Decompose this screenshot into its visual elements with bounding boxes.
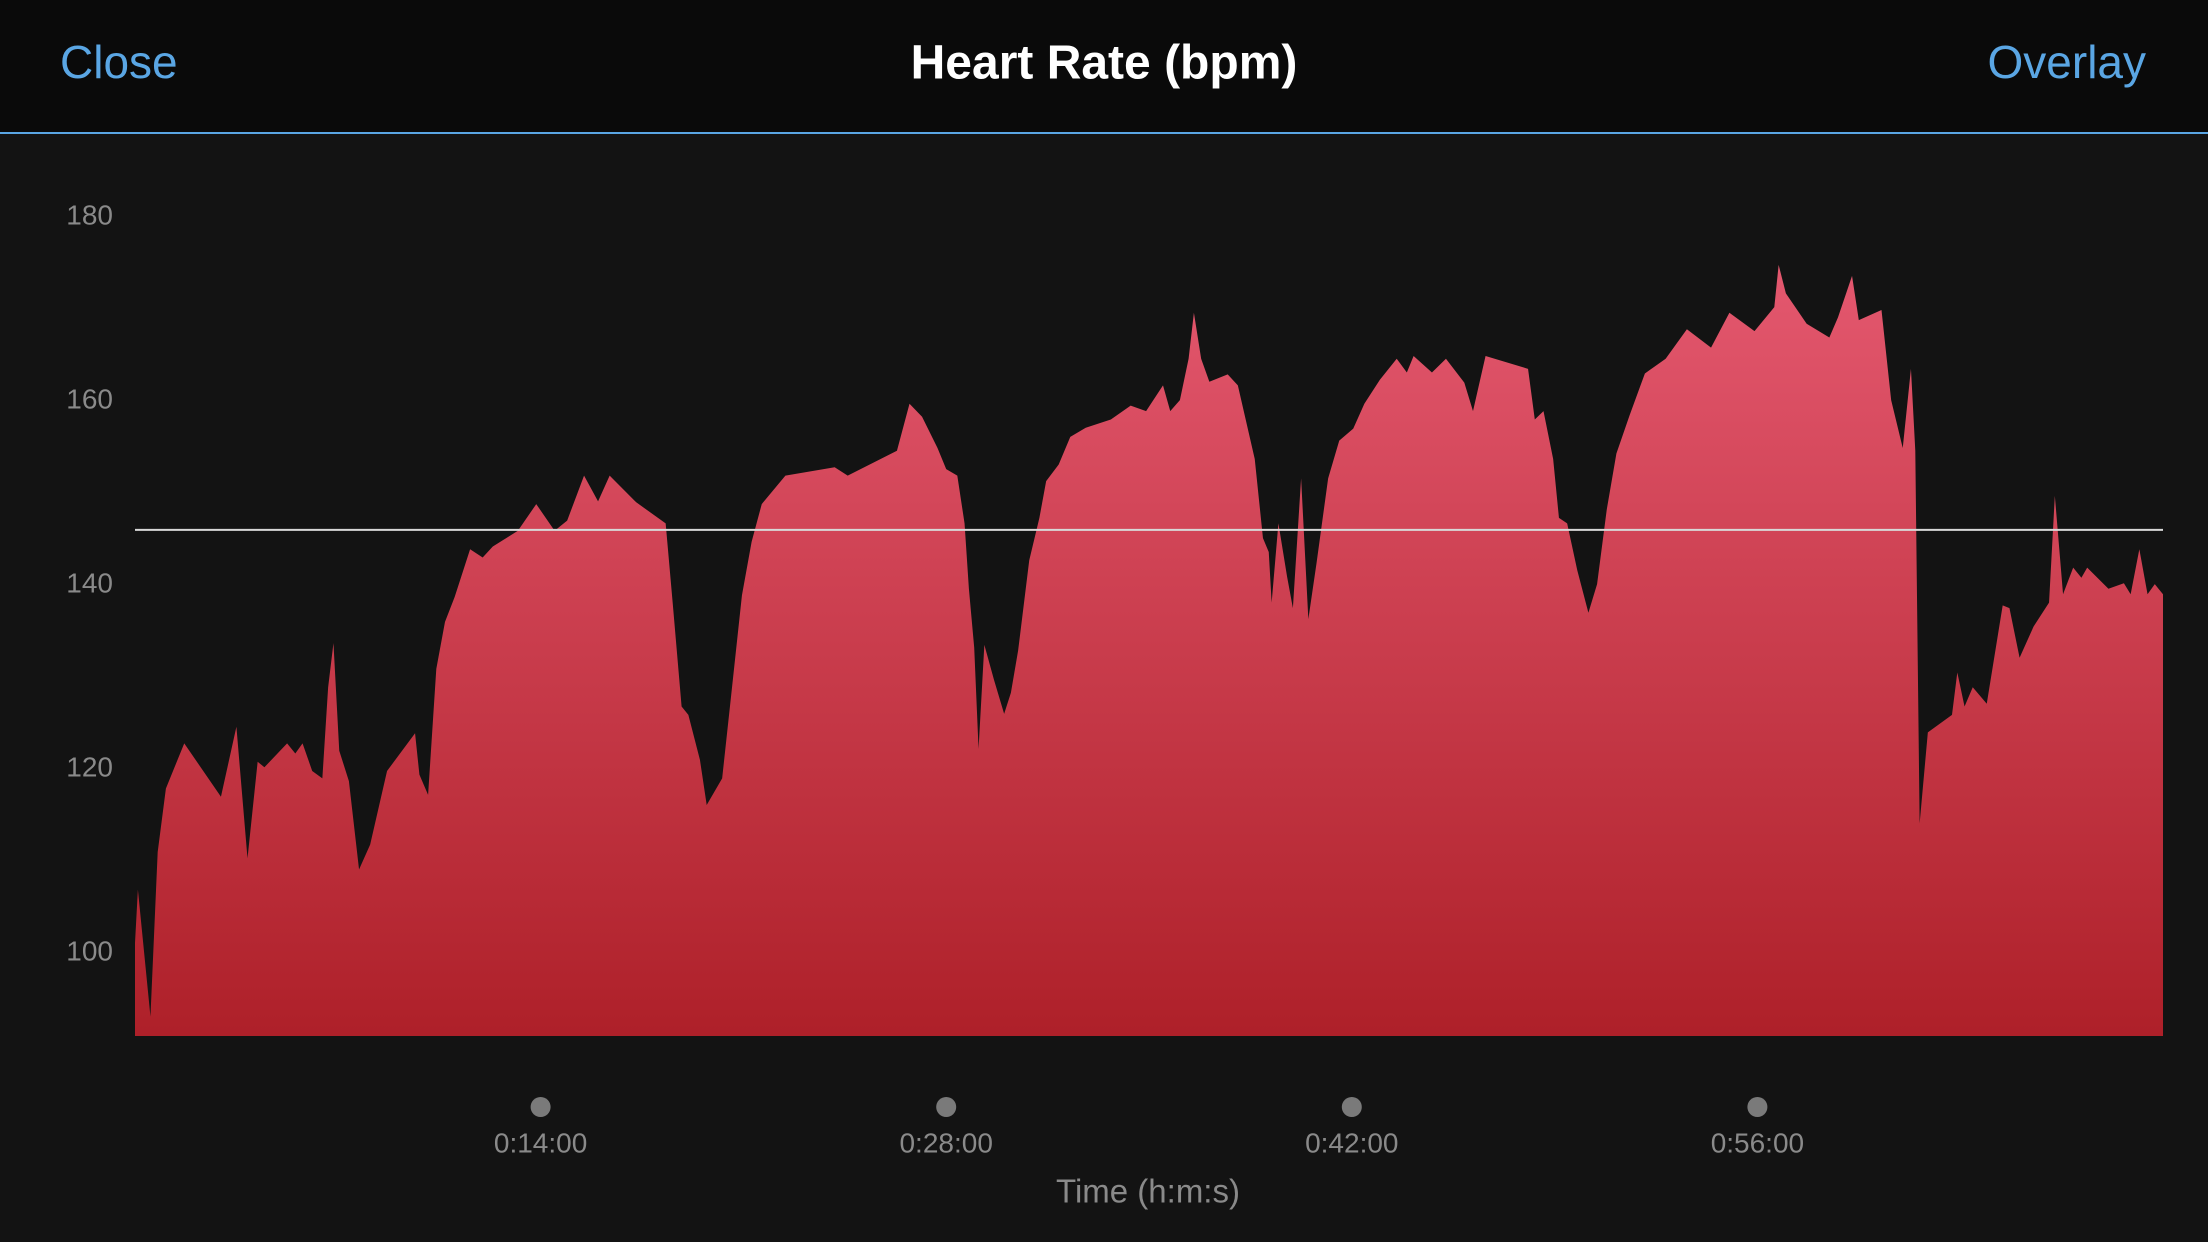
- y-tick-label: 120: [66, 752, 113, 783]
- x-axis-title: Time (h:m:s): [1056, 1173, 1240, 1210]
- y-tick-label: 140: [66, 567, 113, 598]
- close-button[interactable]: Close: [60, 36, 178, 88]
- x-tick-label: 0:56:00: [1711, 1127, 1804, 1158]
- x-tick-dot: [936, 1097, 957, 1117]
- x-tick-label: 0:42:00: [1305, 1127, 1398, 1158]
- y-tick-label: 180: [66, 199, 113, 230]
- x-tick-label: 0:28:00: [899, 1127, 992, 1158]
- x-tick-dot: [1747, 1097, 1768, 1117]
- header-bar: [0, 0, 2208, 132]
- heart-rate-area: [135, 264, 2163, 1036]
- overlay-button[interactable]: Overlay: [1988, 36, 2146, 88]
- title: Heart Rate (bpm): [911, 37, 1298, 90]
- y-tick-label: 100: [66, 936, 113, 967]
- x-tick-label: 0:14:00: [494, 1127, 587, 1158]
- y-tick-label: 160: [66, 383, 113, 414]
- x-tick-dot: [530, 1097, 551, 1117]
- x-tick-dot: [1341, 1097, 1362, 1117]
